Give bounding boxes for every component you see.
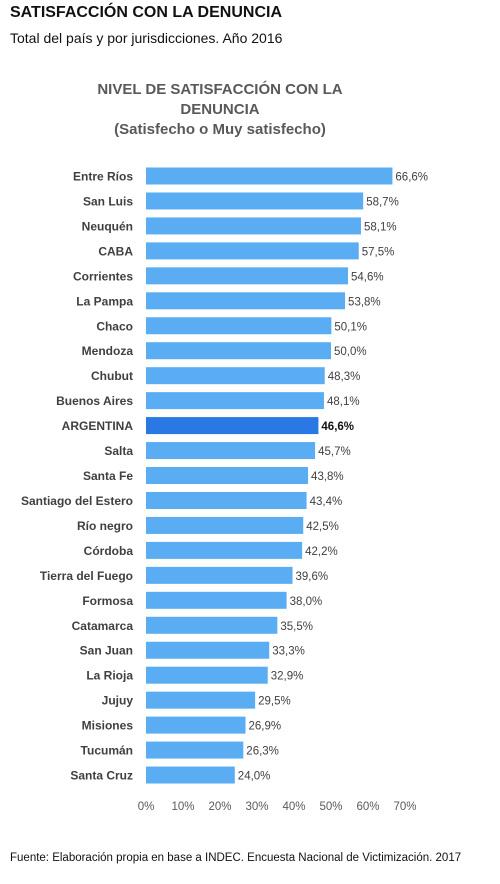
value-label: 26,3% xyxy=(246,746,279,758)
category-label: Santa Cruz xyxy=(70,769,133,783)
value-label: 32,9% xyxy=(271,671,304,683)
category-label: Santa Fe xyxy=(83,469,133,483)
category-label: La Rioja xyxy=(86,669,133,683)
bar xyxy=(146,491,307,509)
bar xyxy=(146,691,256,709)
category-label: Tierra del Fuego xyxy=(40,569,133,583)
bar xyxy=(146,167,393,185)
bar xyxy=(146,417,319,435)
category-label: Jujuy xyxy=(102,694,134,708)
category-label: La Pampa xyxy=(76,294,133,308)
x-tick-label: 10% xyxy=(171,801,194,813)
bar xyxy=(146,392,324,410)
bar xyxy=(146,467,309,485)
bar xyxy=(146,217,361,235)
value-label: 26,9% xyxy=(249,721,282,733)
bar xyxy=(146,442,316,460)
x-tick-label: 60% xyxy=(356,801,379,813)
bar xyxy=(146,641,270,659)
value-label: 39,6% xyxy=(296,571,329,583)
category-label: Corrientes xyxy=(73,269,133,283)
x-tick-label: 20% xyxy=(208,801,231,813)
value-label: 38,0% xyxy=(290,596,323,608)
category-label: Córdoba xyxy=(84,544,134,558)
chart-title-line-2: DENUNCIA xyxy=(180,101,260,118)
category-label: San Juan xyxy=(80,644,133,658)
value-label: 50,0% xyxy=(334,346,367,358)
value-label: 29,5% xyxy=(258,696,291,708)
value-label: 43,4% xyxy=(310,496,343,508)
bar xyxy=(146,267,349,285)
bar xyxy=(146,566,293,584)
category-label: Catamarca xyxy=(72,619,134,633)
x-tick-label: 0% xyxy=(138,801,155,813)
bar xyxy=(146,741,244,759)
bar xyxy=(146,766,235,784)
chart-title-line-3: (Satisfecho o Muy satisfecho) xyxy=(114,121,326,138)
bar xyxy=(146,317,332,335)
value-label: 35,5% xyxy=(280,621,313,633)
bar xyxy=(146,516,304,534)
value-label: 57,5% xyxy=(362,246,395,258)
category-label: Mendoza xyxy=(82,344,134,358)
category-label: Salta xyxy=(104,444,133,458)
category-label: Neuquén xyxy=(82,219,133,233)
bar xyxy=(146,666,268,684)
value-label: 58,7% xyxy=(366,196,399,208)
source-note: Fuente: Elaboración propia en base a IND… xyxy=(10,852,462,864)
chart-title-line-1: NIVEL DE SATISFACCIÓN CON LA xyxy=(97,81,343,98)
x-tick-label: 70% xyxy=(393,801,416,813)
value-label: 58,1% xyxy=(364,221,397,233)
value-label: 33,3% xyxy=(272,646,305,658)
value-label: 53,8% xyxy=(348,296,381,308)
value-label: 42,5% xyxy=(306,521,339,533)
page-subtitle: Total del país y por jurisdicciones. Año… xyxy=(10,30,283,46)
value-label: 48,3% xyxy=(328,371,361,383)
bar xyxy=(146,242,359,260)
category-label: Santiago del Estero xyxy=(21,494,133,508)
bar xyxy=(146,342,331,360)
category-label: Entre Ríos xyxy=(73,170,133,184)
x-tick-label: 40% xyxy=(282,801,305,813)
bar xyxy=(146,367,325,385)
value-label: 43,8% xyxy=(311,471,344,483)
x-tick-label: 50% xyxy=(319,801,342,813)
category-label: Formosa xyxy=(82,594,133,608)
value-label: 42,2% xyxy=(305,546,338,558)
category-label: CABA xyxy=(98,244,133,258)
value-label: 50,1% xyxy=(334,321,367,333)
category-label: Tucumán xyxy=(81,744,133,758)
value-label: 54,6% xyxy=(351,271,384,283)
bar xyxy=(146,716,246,734)
bar xyxy=(146,292,346,310)
category-label: Chaco xyxy=(96,319,133,333)
chart-title: NIVEL DE SATISFACCIÓN CON LA DENUNCIA (S… xyxy=(70,80,370,140)
category-label: ARGENTINA xyxy=(62,419,134,433)
category-label: Chubut xyxy=(91,369,133,383)
x-tick-label: 30% xyxy=(245,801,268,813)
bar xyxy=(146,192,364,210)
bar xyxy=(146,616,278,634)
value-label: 24,0% xyxy=(238,771,271,783)
category-label: Buenos Aires xyxy=(56,394,133,408)
category-label: San Luis xyxy=(83,194,133,208)
value-label: 66,6% xyxy=(395,172,428,184)
page-title: SATISFACCIÓN CON LA DENUNCIA xyxy=(10,4,282,21)
category-label: Río negro xyxy=(77,519,133,533)
bar xyxy=(146,541,303,559)
value-label: 45,7% xyxy=(318,446,351,458)
value-label: 46,6% xyxy=(321,421,354,433)
category-label: Misiones xyxy=(82,719,134,733)
bar xyxy=(146,591,287,609)
value-label: 48,1% xyxy=(327,396,360,408)
